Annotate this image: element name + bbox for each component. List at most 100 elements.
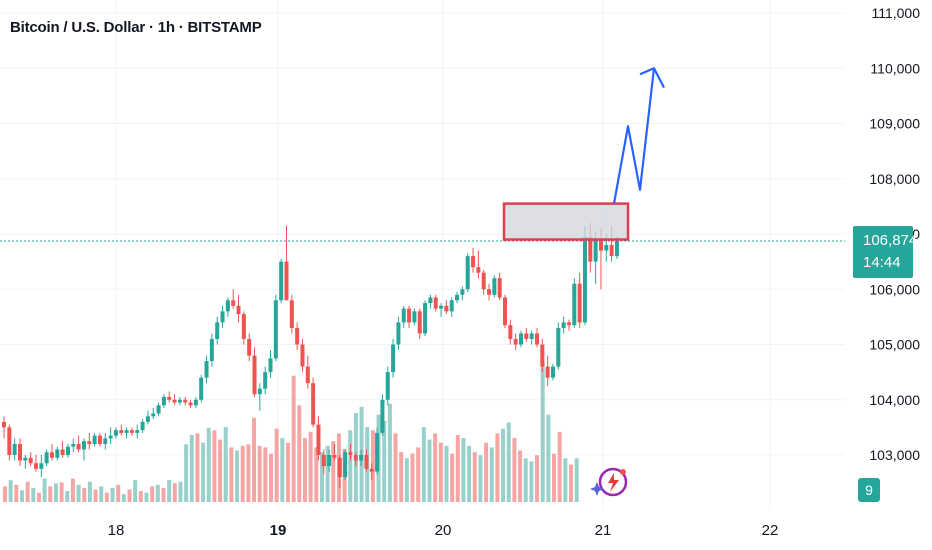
candle-body: [343, 452, 348, 478]
candle-body: [359, 455, 364, 461]
candle-body: [305, 366, 310, 384]
volume-bar: [506, 422, 511, 502]
volume-bar: [82, 487, 87, 502]
candle-body: [161, 396, 166, 406]
candle-body: [582, 236, 587, 323]
volume-bar: [274, 428, 279, 502]
volume-bar: [523, 458, 528, 502]
volume-bar: [31, 487, 36, 502]
candle-body: [231, 300, 236, 306]
volume-bar: [518, 450, 523, 502]
x-tick-label: 22: [762, 522, 779, 539]
candle-body: [433, 297, 438, 309]
candle-body: [97, 435, 102, 444]
last-price-value: 106,874: [863, 232, 918, 249]
candle-body: [257, 388, 262, 395]
flash-sparkle-icon[interactable]: [590, 464, 630, 500]
volume-bar: [467, 445, 472, 502]
candle-body: [113, 430, 118, 436]
candle-body: [2, 421, 6, 428]
volume-bar: [99, 486, 104, 502]
y-tick-label: 105,000: [869, 337, 920, 353]
volume-bar: [484, 442, 489, 502]
candle-body: [524, 333, 529, 339]
volume-bar: [3, 486, 7, 502]
volume-bar: [444, 445, 449, 502]
candle-body: [60, 449, 65, 455]
volume-bar: [404, 458, 409, 502]
volume-bar: [53, 483, 58, 502]
volume-bar: [501, 428, 506, 502]
candles: [2, 222, 619, 489]
y-tick-label: 109,000: [869, 116, 920, 132]
candle-body: [604, 245, 609, 251]
candle-body: [598, 239, 603, 251]
volume-bar: [382, 420, 387, 502]
candle-body: [497, 278, 502, 298]
volume-bar: [189, 434, 194, 502]
candle-body: [375, 432, 380, 472]
candle-body: [108, 435, 113, 439]
volume-bar: [42, 478, 47, 502]
candle-body: [273, 300, 278, 359]
candle-body: [92, 435, 97, 444]
volume-bar: [421, 427, 426, 502]
candle-body: [566, 322, 571, 326]
annotations: [0, 67, 845, 242]
volume-bars: [3, 361, 579, 502]
candle-body: [17, 443, 22, 461]
candle-body: [7, 427, 12, 455]
indicator-count-badge[interactable]: 9: [858, 478, 880, 502]
candle-body: [65, 446, 70, 455]
candle-body: [55, 449, 60, 458]
x-tick-label: 20: [435, 522, 452, 539]
candle-body: [460, 289, 465, 295]
volume-bar: [133, 480, 138, 502]
volume-bar: [269, 453, 274, 502]
volume-bar: [138, 491, 143, 502]
grid: [0, 0, 845, 510]
volume-bar: [263, 447, 268, 502]
candle-body: [348, 452, 353, 455]
candle-body: [545, 366, 550, 378]
volume-bar: [489, 447, 494, 502]
candle-body: [471, 256, 476, 268]
candle-body: [391, 344, 396, 373]
candle-body: [49, 452, 54, 458]
candle-body: [12, 443, 17, 455]
volume-bar: [70, 478, 75, 502]
candle-body: [513, 338, 518, 345]
candle-body: [23, 457, 28, 461]
volume-bar: [297, 405, 302, 502]
volume-bar: [87, 481, 92, 502]
candle-body: [385, 372, 390, 400]
bar-countdown: 14:44: [863, 254, 901, 271]
volume-bar: [433, 433, 438, 502]
candle-body: [417, 311, 422, 334]
volume-bar: [150, 486, 155, 502]
volume-bar: [512, 438, 517, 502]
x-tick-label: 18: [108, 522, 125, 539]
volume-bar: [529, 461, 534, 502]
volume-bar: [410, 453, 415, 502]
volume-bar: [229, 447, 234, 502]
candle-body: [44, 452, 49, 464]
candle-body: [252, 355, 257, 395]
volume-bar: [206, 427, 211, 502]
candle-body: [183, 399, 188, 403]
volume-bar: [8, 480, 13, 502]
candle-body: [295, 327, 300, 345]
volume-bar: [546, 414, 551, 502]
volume-bar: [291, 375, 296, 502]
volume-bar: [563, 458, 568, 502]
candle-body: [519, 333, 524, 345]
volume-bar: [495, 433, 500, 502]
volume-bar: [218, 439, 223, 502]
volume-bar: [535, 455, 540, 502]
volume-bar: [19, 490, 24, 502]
candle-body: [204, 361, 209, 378]
volume-bar: [461, 438, 466, 502]
volume-bar: [286, 442, 290, 502]
volume-bar: [348, 430, 353, 502]
